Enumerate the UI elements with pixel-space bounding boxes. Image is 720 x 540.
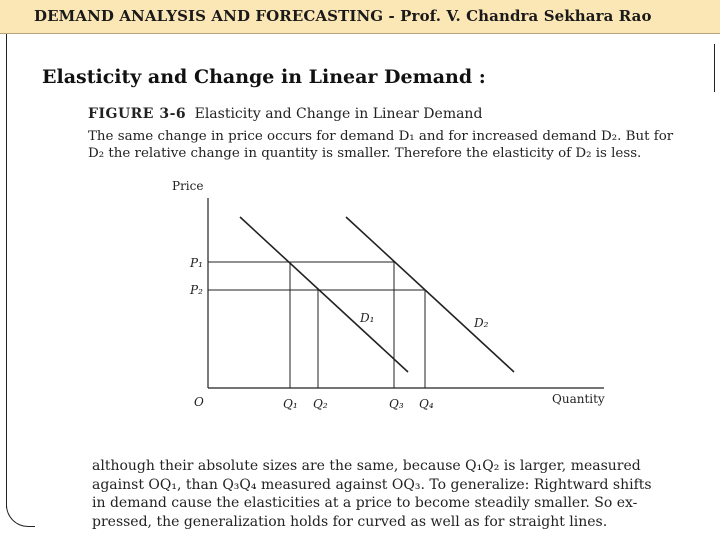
- caption-line: The same change in price occurs for dema…: [88, 129, 674, 144]
- price-label-p1: P₁: [189, 256, 203, 270]
- slide-header: DEMAND ANALYSIS AND FORECASTING - Prof. …: [0, 0, 720, 34]
- body-line: in demand cause the elasticities at a pr…: [92, 495, 638, 511]
- origin-label: O: [194, 395, 204, 409]
- figure-heading: FIGURE 3-6 Elasticity and Change in Line…: [88, 106, 482, 122]
- caption-line: D₂ the relative change in quantity is sm…: [88, 146, 642, 161]
- explanation-text: although their absolute sizes are the sa…: [92, 457, 692, 531]
- curve-label-d2: D₂: [473, 316, 489, 330]
- frame-right-border: [714, 44, 715, 92]
- figure-caption: The same change in price occurs for dema…: [88, 128, 688, 162]
- quantity-label-q4: Q₄: [419, 397, 434, 411]
- figure-number: FIGURE 3-6: [88, 106, 187, 122]
- quantity-label-q1: Q₁: [283, 397, 298, 411]
- demand-curve-d2: [345, 216, 515, 373]
- body-line: pressed, the generalization holds for cu…: [92, 513, 608, 530]
- quantity-label-q3: Q₃: [389, 397, 404, 411]
- curve-label-d1: D₁: [359, 311, 374, 325]
- x-axis-label: Quantity: [552, 392, 605, 406]
- body-line: although their absolute sizes are the sa…: [92, 458, 641, 474]
- demand-curve-d1: [239, 216, 409, 373]
- y-axis-label: Price: [172, 179, 203, 193]
- price-label-p2: P₂: [189, 283, 203, 297]
- frame-left-border: [6, 34, 7, 508]
- quantity-label-q2: Q₂: [313, 397, 328, 411]
- body-line: against OQ₁, than Q₃Q₄ measured against …: [92, 476, 652, 493]
- slide-title: Elasticity and Change in Linear Demand :: [42, 66, 486, 88]
- figure-title: Elasticity and Change in Linear Demand: [194, 106, 483, 122]
- header-title: DEMAND ANALYSIS AND FORECASTING - Prof. …: [34, 7, 652, 25]
